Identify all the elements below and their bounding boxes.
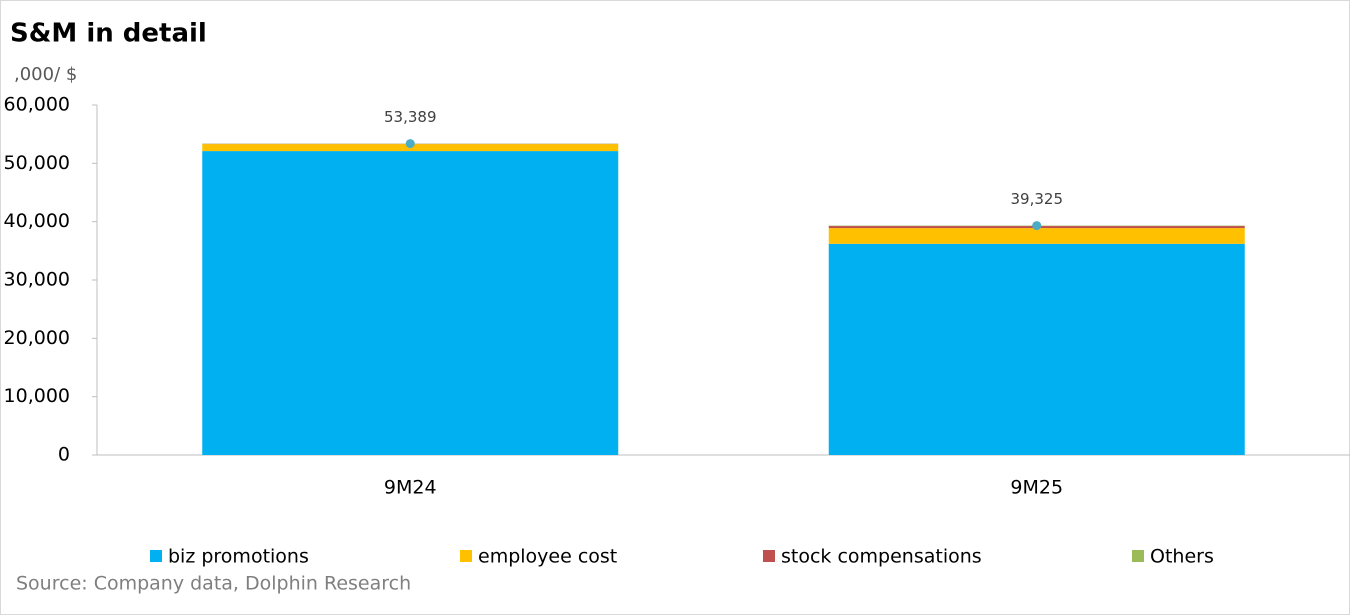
x-tick-label: 9M24 bbox=[384, 477, 437, 499]
bar-segment bbox=[202, 151, 619, 456]
y-tick-label: 20,000 bbox=[4, 327, 70, 349]
legend-label: employee cost bbox=[478, 546, 617, 568]
total-label: 39,325 bbox=[1011, 190, 1064, 208]
y-tick-label: 50,000 bbox=[4, 152, 70, 174]
y-tick-label: 10,000 bbox=[4, 385, 70, 407]
legend-swatch bbox=[1132, 550, 1144, 562]
bar-segment bbox=[828, 228, 1245, 244]
total-marker bbox=[405, 139, 415, 149]
legend-label: Others bbox=[1150, 546, 1214, 568]
legend-swatch bbox=[150, 550, 162, 562]
bar-segment bbox=[828, 243, 1245, 455]
total-marker bbox=[1032, 221, 1042, 231]
legend-label: biz promotions bbox=[168, 546, 309, 568]
legend-swatch bbox=[460, 550, 472, 562]
chart-title: S&M in detail bbox=[10, 19, 207, 49]
y-tick-label: 0 bbox=[58, 444, 70, 466]
source-note: Source: Company data, Dolphin Research bbox=[16, 573, 411, 595]
y-tick-label: 60,000 bbox=[4, 94, 70, 116]
total-label: 53,389 bbox=[384, 108, 437, 126]
y-unit-label: ,000/ $ bbox=[14, 64, 77, 85]
y-tick-label: 40,000 bbox=[4, 210, 70, 232]
legend-swatch bbox=[763, 550, 775, 562]
x-tick-label: 9M25 bbox=[1010, 477, 1063, 499]
y-tick-label: 30,000 bbox=[4, 269, 70, 291]
legend-label: stock compensations bbox=[781, 546, 982, 568]
